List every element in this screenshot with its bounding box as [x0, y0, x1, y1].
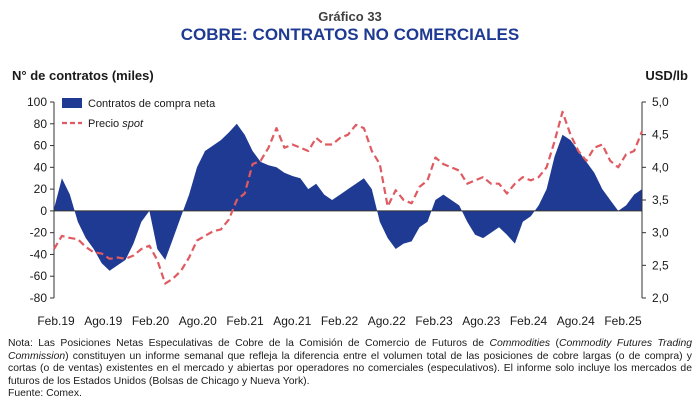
legend-label-spot: Precio spot: [88, 118, 144, 130]
legend: Contratos de compra neta Precio spot: [62, 98, 216, 130]
right-tick-label: 3,0: [652, 226, 669, 240]
x-tick-label: Ago.24: [557, 314, 595, 328]
left-tick-label: 40: [34, 160, 48, 174]
left-tick-label: 80: [34, 117, 48, 131]
left-tick-label: -40: [30, 247, 48, 261]
x-tick-label: Feb.25: [604, 314, 642, 328]
right-axis-label: USD/lb: [645, 68, 688, 83]
chart-plot: 100 80 60 40 20 0 -20 -40 -60 -80 5,0 4,5 4,0 3,5 3,0 2…: [27, 95, 669, 328]
left-tick-label: -60: [30, 269, 48, 283]
x-tick-label: Feb.22: [321, 314, 359, 328]
x-tick-label: Feb.21: [226, 314, 264, 328]
right-tick-label: 3,5: [652, 193, 669, 207]
spot-price-layer: [53, 110, 644, 285]
left-tick-label: 100: [27, 95, 47, 109]
x-tick-label: Ago.22: [368, 314, 406, 328]
x-tick-label: Ago.21: [273, 314, 311, 328]
right-tick-label: 2,5: [652, 258, 669, 272]
right-tick-label: 4,0: [652, 160, 669, 174]
note-text: Nota: Las Posiciones Netas Especulativas…: [8, 338, 693, 387]
x-tick-label: Ago.20: [179, 314, 217, 328]
left-tick-label: 60: [34, 139, 48, 153]
net-long-area-layer: [54, 123, 642, 271]
x-tick-label: Feb.24: [510, 314, 548, 328]
chart-title: COBRE: CONTRATOS NO COMERCIALES: [180, 25, 520, 44]
spot-price-line: [53, 110, 644, 285]
x-tick-label: Feb.20: [132, 314, 170, 328]
x-tick-label: Ago.23: [462, 314, 500, 328]
left-tick-label: -80: [30, 291, 48, 305]
notes: Nota: Las Posiciones Netas Especulativas…: [8, 338, 692, 401]
left-tick-label: -20: [30, 226, 48, 240]
source-text: Fuente: Comex.: [8, 388, 82, 400]
left-tick-label: 20: [34, 182, 48, 196]
left-tick-label: 0: [40, 204, 47, 218]
net-long-area: [54, 123, 642, 271]
left-axis-label: N° de contratos (miles): [12, 68, 154, 83]
x-tick-label: Ago.19: [84, 314, 122, 328]
legend-label-net-long: Contratos de compra neta: [88, 98, 216, 110]
right-tick-label: 2,0: [652, 291, 669, 305]
right-tick-label: 5,0: [652, 95, 669, 109]
right-tick-label: 4,5: [652, 128, 669, 142]
legend-swatch-net-long: [62, 98, 82, 108]
figure-number: Gráfico 33: [318, 9, 382, 24]
x-tick-label: Feb.19: [37, 314, 75, 328]
axes-layer: 100 80 60 40 20 0 -20 -40 -60 -80 5,0 4,5 4,0 3,5 3,0 2…: [27, 95, 669, 328]
x-tick-label: Feb.23: [415, 314, 453, 328]
